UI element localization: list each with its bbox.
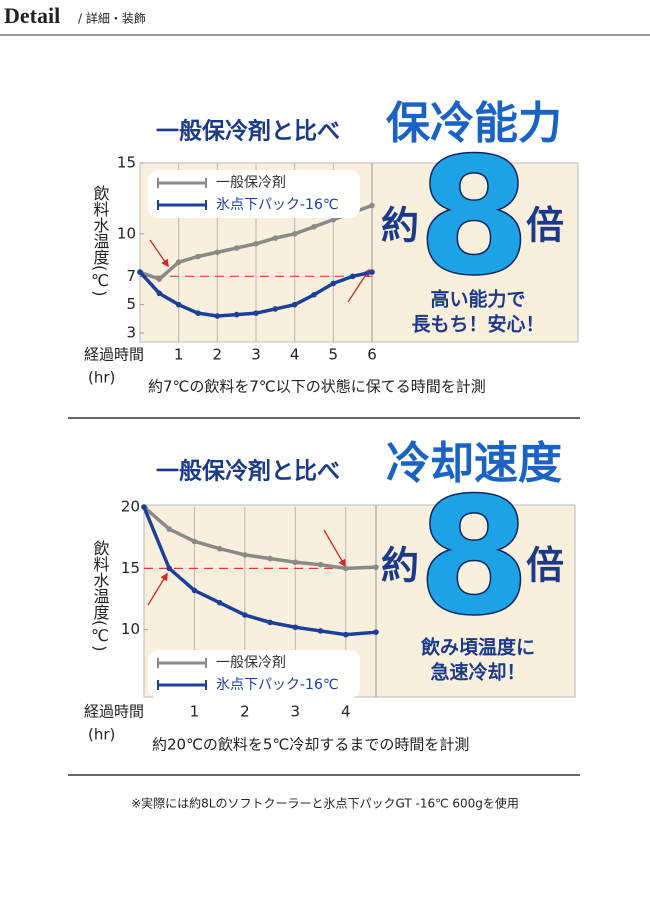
x-tick-label: 2 <box>213 346 223 364</box>
point <box>156 290 163 297</box>
point <box>317 628 324 634</box>
point <box>233 245 240 251</box>
point <box>166 565 173 572</box>
arrow <box>149 239 169 268</box>
point <box>216 599 223 606</box>
point <box>267 555 273 562</box>
point <box>369 202 375 209</box>
point <box>311 223 317 230</box>
point <box>369 269 375 275</box>
highlight-text: 倍 <box>526 544 564 588</box>
point <box>253 310 259 316</box>
x-tick-label: 2 <box>240 703 250 721</box>
series-line <box>142 505 377 571</box>
x-tick-label: 3 <box>251 346 261 364</box>
point <box>195 310 201 316</box>
point <box>342 631 349 638</box>
point <box>292 624 299 631</box>
arrow <box>347 268 370 303</box>
x-axis-label: 経過時間 <box>84 346 144 364</box>
highlight-text: 倍 <box>526 204 564 248</box>
highlight-text: 約 <box>381 204 419 248</box>
note-text: 急速冷却！ <box>430 661 525 684</box>
footnote: ※実際には約8Lのソフトクーラーと氷点下パックGT -16℃ 600gを使用 <box>131 796 519 811</box>
point <box>216 545 223 552</box>
point <box>214 313 221 319</box>
highlight-text: 約 <box>381 544 419 588</box>
y-axis-label: 飲料水温度(℃) <box>90 540 109 651</box>
point <box>292 559 299 566</box>
note-text: 飲み頃温度に <box>420 636 535 659</box>
y-tick-label: 7 <box>126 267 136 285</box>
point <box>191 538 198 545</box>
note-text: 高い能力で <box>430 288 525 311</box>
x-tick-label: 1 <box>190 703 200 721</box>
x-tick-label: 1 <box>174 346 184 364</box>
point <box>317 561 324 568</box>
chart-title: 一般保冷剤と比べ <box>156 118 340 145</box>
point <box>242 612 248 618</box>
point <box>175 259 182 265</box>
x-axis-label: 経過時間 <box>84 703 144 721</box>
legend-label: 一般保冷剤 <box>216 175 286 191</box>
point <box>141 504 147 510</box>
point <box>166 526 173 532</box>
highlight-text: 8 <box>418 463 529 650</box>
point <box>291 301 298 308</box>
point <box>349 273 356 280</box>
series-line <box>142 506 377 637</box>
header-title: Detail <box>4 3 60 28</box>
x-tick-label: 5 <box>329 346 339 364</box>
legend-label: 氷点下パック-16℃ <box>216 677 339 693</box>
chart-headline: 保冷能力 <box>386 98 562 149</box>
y-tick-label: 5 <box>126 295 136 313</box>
y-tick-label: 15 <box>117 154 136 172</box>
point <box>214 249 221 256</box>
point <box>330 280 337 287</box>
point <box>311 291 317 298</box>
x-axis-label: (hr) <box>88 726 115 744</box>
caption: 約20℃の飲料を5℃冷却するまでの時間を計測 <box>152 736 469 754</box>
legend-label: 一般保冷剤 <box>216 655 286 671</box>
chart-title: 一般保冷剤と比べ <box>156 458 340 485</box>
point <box>253 240 259 247</box>
y-tick-label: 20 <box>121 498 140 516</box>
x-axis-label: (hr) <box>88 369 115 387</box>
x-tick-label: 4 <box>290 346 300 364</box>
y-tick-label: 15 <box>121 559 140 577</box>
point <box>272 235 279 241</box>
y-tick-label: 10 <box>117 224 136 242</box>
point <box>233 311 240 318</box>
arrow <box>147 572 168 606</box>
point <box>373 564 379 570</box>
point <box>191 587 198 594</box>
note-text: 長もち！安心！ <box>411 313 544 336</box>
point <box>272 306 279 312</box>
point <box>156 276 163 282</box>
x-tick-label: 4 <box>341 703 351 721</box>
caption: 約7℃の飲料を7℃以下の状態に保てる時間を計測 <box>148 378 486 396</box>
legend-label: 氷点下パック-16℃ <box>216 197 339 213</box>
point <box>137 269 143 275</box>
x-tick-label: 3 <box>291 703 301 721</box>
point <box>242 552 248 558</box>
y-tick-label: 10 <box>121 620 140 638</box>
highlight-text: 8 <box>418 123 529 310</box>
x-tick-label: 6 <box>367 346 377 364</box>
y-tick-label: 3 <box>126 324 136 342</box>
header-subtitle: / 詳細・装飾 <box>78 11 146 26</box>
point <box>342 565 349 572</box>
point <box>373 629 379 635</box>
point <box>291 231 298 237</box>
point <box>195 253 201 260</box>
point <box>175 301 182 308</box>
point <box>330 216 337 223</box>
arrow <box>323 529 346 568</box>
chart-headline: 冷却速度 <box>386 438 562 489</box>
y-axis-label: 飲料水温度(℃) <box>90 185 109 296</box>
point <box>267 619 273 626</box>
